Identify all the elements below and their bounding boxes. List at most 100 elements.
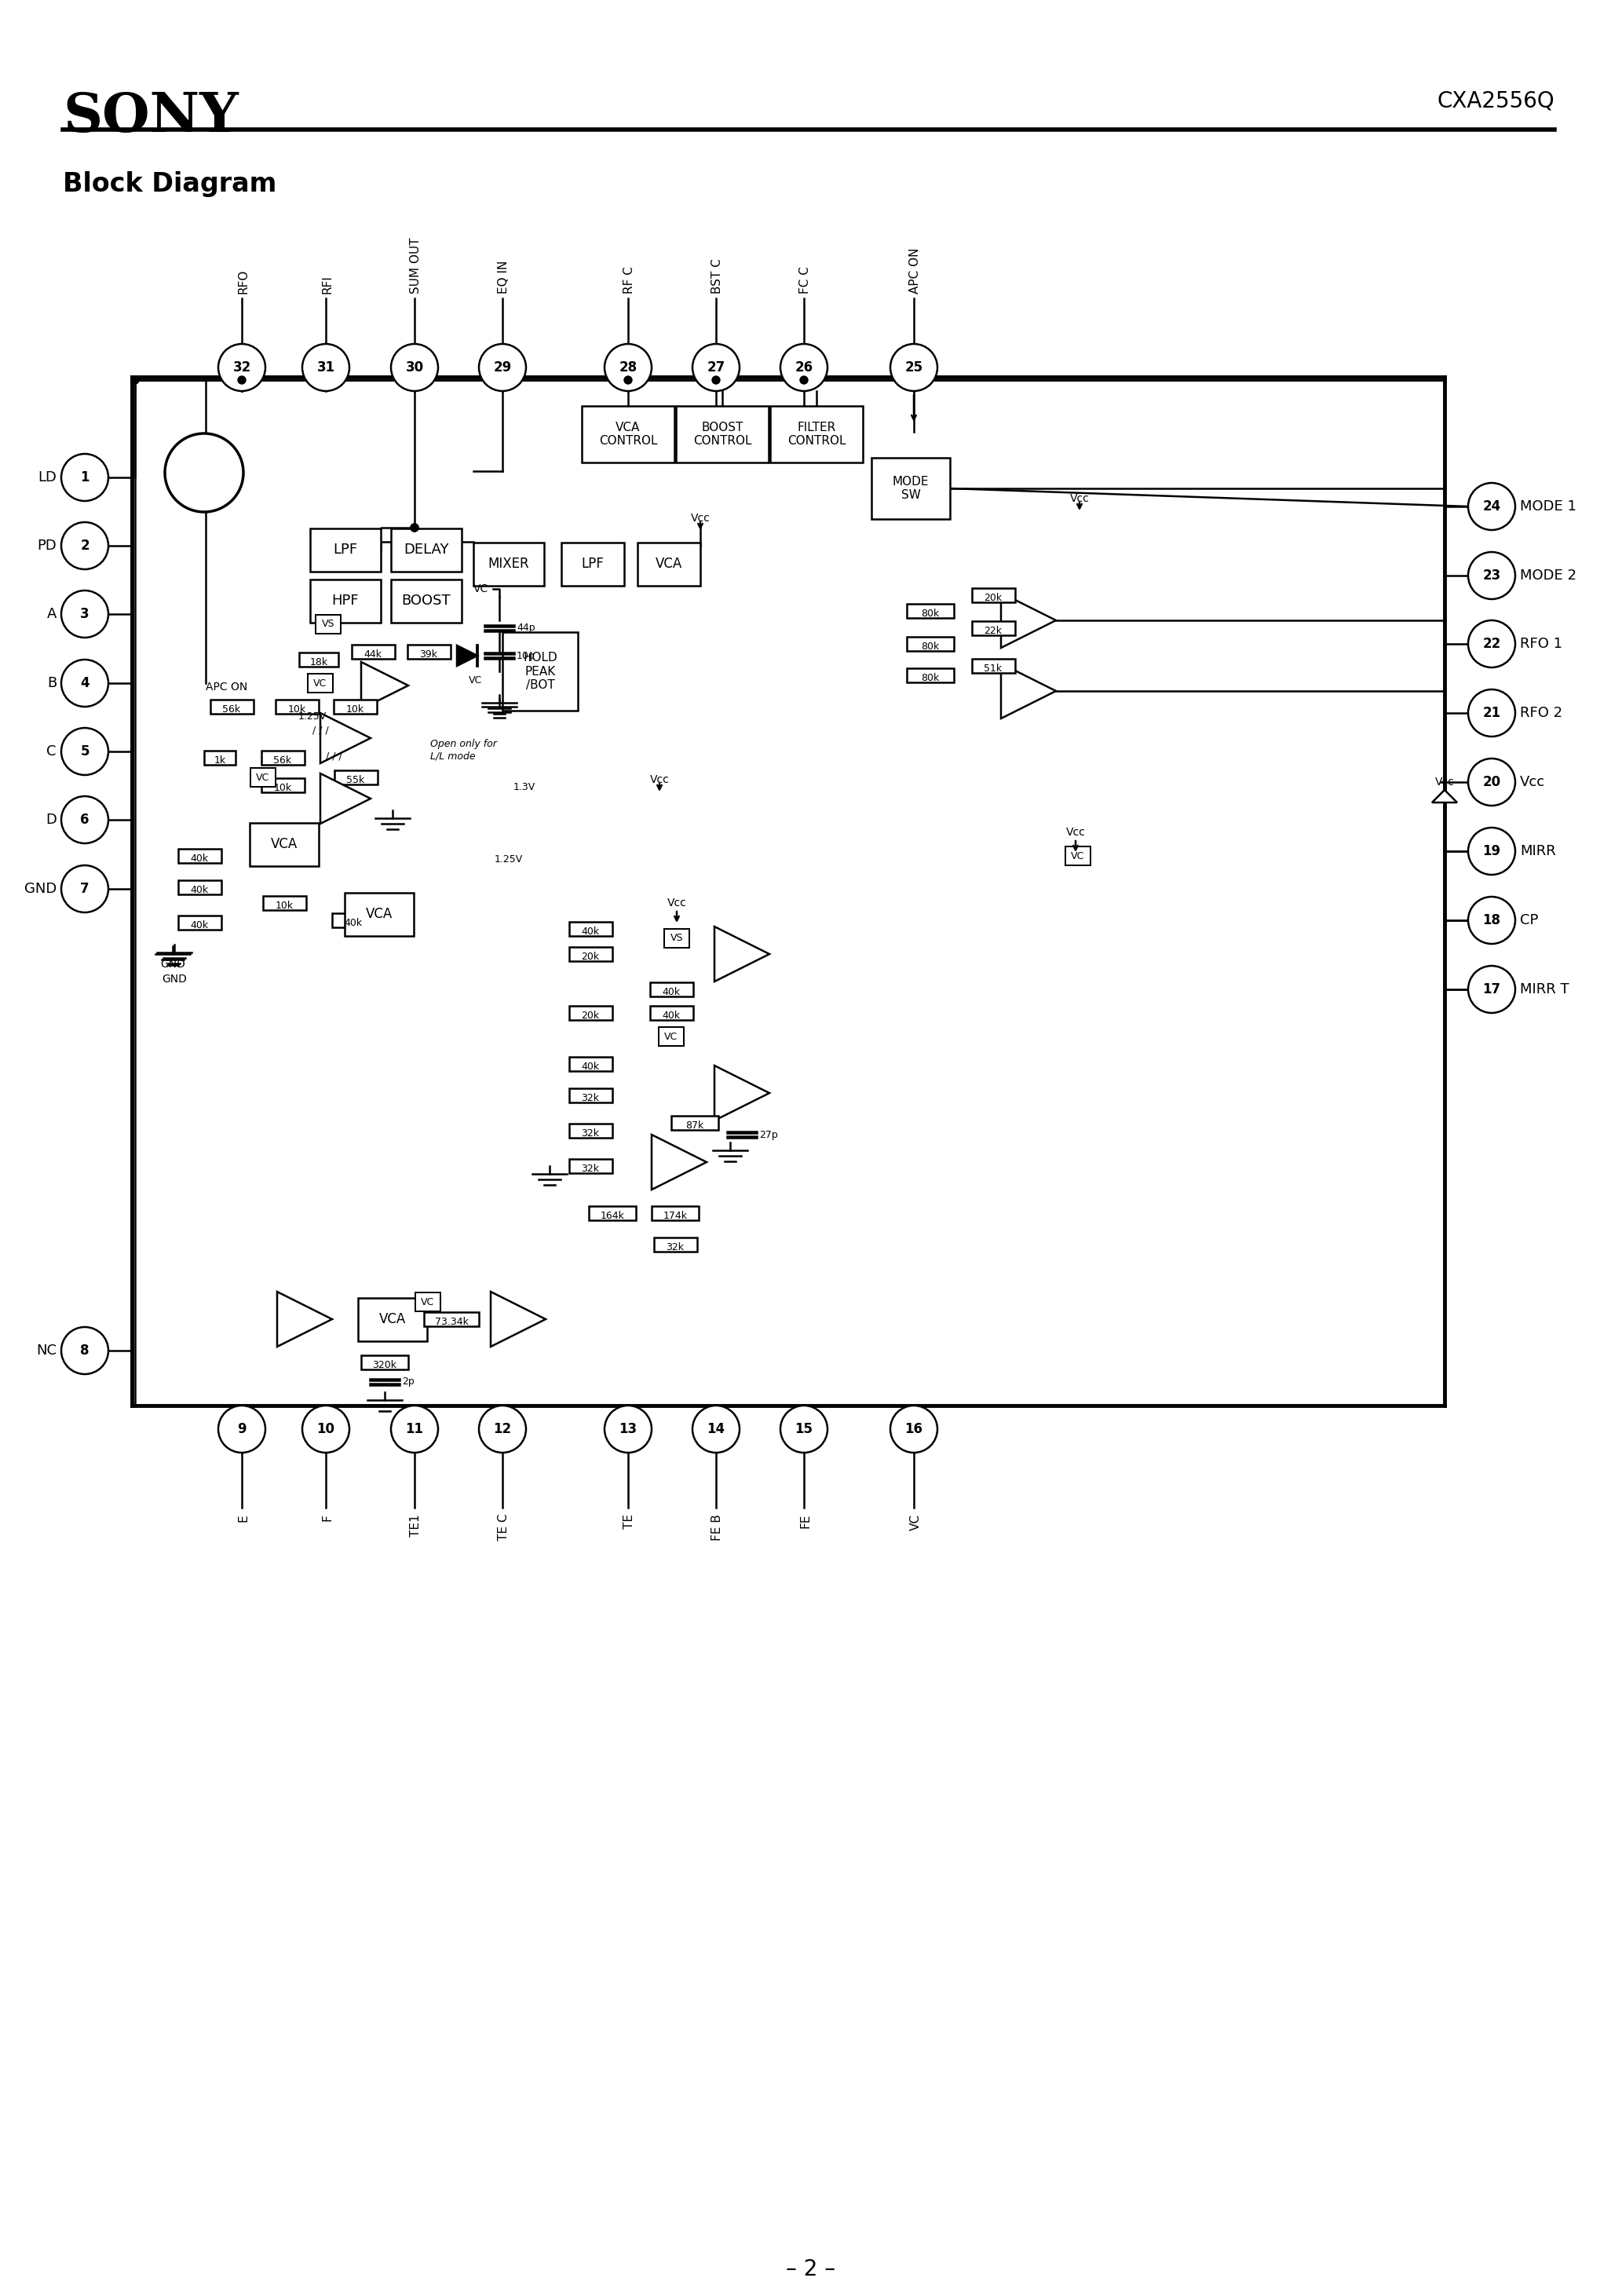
Text: 10k: 10k	[287, 705, 307, 714]
Circle shape	[605, 344, 652, 390]
Bar	[569, 1006, 611, 1019]
Circle shape	[712, 377, 720, 383]
Text: VCA: VCA	[380, 1311, 406, 1327]
Text: 40k: 40k	[190, 921, 209, 930]
Bar	[637, 542, 701, 585]
Bar	[569, 1088, 611, 1102]
Circle shape	[478, 1405, 526, 1453]
Circle shape	[780, 1405, 827, 1453]
Text: 8: 8	[79, 1343, 89, 1357]
Text: 11: 11	[406, 1421, 423, 1437]
Bar	[263, 895, 307, 909]
Circle shape	[410, 523, 418, 533]
Text: VC: VC	[910, 1513, 921, 1531]
Bar	[391, 528, 462, 572]
Text: VC: VC	[474, 583, 488, 595]
Bar	[652, 1205, 699, 1219]
Circle shape	[62, 455, 109, 501]
Text: 10k: 10k	[276, 900, 294, 912]
Text: MODE 2: MODE 2	[1520, 569, 1577, 583]
Circle shape	[62, 866, 109, 912]
Bar	[650, 983, 693, 996]
Text: 24: 24	[1483, 501, 1500, 514]
Text: Vcc: Vcc	[1066, 827, 1085, 838]
Text: 26: 26	[795, 360, 813, 374]
Text: BOOST: BOOST	[402, 595, 451, 608]
Text: C: C	[47, 744, 57, 758]
Text: 56k: 56k	[274, 755, 292, 765]
Circle shape	[1468, 551, 1515, 599]
Polygon shape	[1432, 790, 1457, 804]
Text: 5: 5	[79, 744, 89, 758]
Text: / / /: / / /	[311, 726, 329, 735]
Text: 13: 13	[620, 1421, 637, 1437]
Text: VS: VS	[670, 932, 683, 944]
Text: A: A	[47, 606, 57, 622]
Circle shape	[62, 797, 109, 843]
Text: 40k: 40k	[662, 987, 680, 996]
Circle shape	[391, 344, 438, 390]
Bar	[310, 579, 381, 622]
Text: 44k: 44k	[363, 650, 381, 659]
Text: SONY: SONY	[63, 90, 238, 142]
Text: FC C: FC C	[800, 266, 811, 294]
Text: VC: VC	[1071, 852, 1085, 861]
Text: 10k: 10k	[274, 783, 292, 792]
Bar	[569, 946, 611, 962]
Text: VS: VS	[321, 620, 334, 629]
Bar	[276, 700, 318, 714]
Text: MODE
SW: MODE SW	[892, 475, 929, 501]
Text: 80k: 80k	[921, 608, 939, 618]
Text: / / /: / / /	[326, 751, 342, 762]
Text: Vcc: Vcc	[1520, 776, 1546, 790]
Bar	[503, 631, 577, 712]
Circle shape	[1468, 758, 1515, 806]
Bar	[209, 700, 253, 714]
Bar	[407, 645, 451, 659]
Bar	[298, 652, 339, 666]
Text: 1.3V: 1.3V	[513, 781, 535, 792]
Bar	[663, 930, 689, 948]
Bar	[358, 1297, 427, 1341]
Text: HPF: HPF	[333, 595, 358, 608]
Bar	[972, 622, 1015, 636]
Text: VC: VC	[313, 677, 328, 689]
Circle shape	[693, 344, 740, 390]
Text: VC: VC	[665, 1031, 678, 1042]
Text: 7: 7	[79, 882, 89, 895]
Text: 15: 15	[795, 1421, 813, 1437]
Bar	[676, 406, 769, 461]
Text: MODE 1: MODE 1	[1520, 501, 1577, 514]
Text: LPF: LPF	[333, 542, 358, 556]
Bar	[316, 615, 341, 634]
Text: Vcc: Vcc	[691, 512, 710, 523]
Bar	[561, 542, 624, 585]
Bar	[423, 1311, 478, 1327]
Text: 10: 10	[316, 1421, 334, 1437]
Text: Vcc: Vcc	[650, 774, 670, 785]
Text: RFI: RFI	[321, 276, 333, 294]
Text: Vcc: Vcc	[667, 898, 686, 909]
Text: TE1: TE1	[410, 1513, 422, 1536]
Text: 80k: 80k	[921, 641, 939, 652]
Text: GND: GND	[161, 960, 185, 969]
Text: 4: 4	[79, 675, 89, 691]
Text: 1k: 1k	[214, 755, 225, 765]
Text: 55k: 55k	[347, 776, 365, 785]
Circle shape	[800, 377, 808, 383]
Circle shape	[62, 728, 109, 776]
Circle shape	[302, 1405, 349, 1453]
Bar	[310, 528, 381, 572]
Text: MIRR: MIRR	[1520, 845, 1555, 859]
Text: 27: 27	[707, 360, 725, 374]
Bar	[569, 923, 611, 937]
Bar	[569, 1123, 611, 1139]
Text: 28: 28	[620, 360, 637, 374]
Bar	[261, 751, 305, 765]
Text: GND: GND	[24, 882, 57, 895]
Text: GND: GND	[162, 974, 187, 985]
Circle shape	[131, 377, 139, 383]
Text: 32k: 32k	[581, 1093, 600, 1104]
Text: DELAY: DELAY	[404, 542, 449, 556]
Text: SUM OUT: SUM OUT	[410, 236, 422, 294]
